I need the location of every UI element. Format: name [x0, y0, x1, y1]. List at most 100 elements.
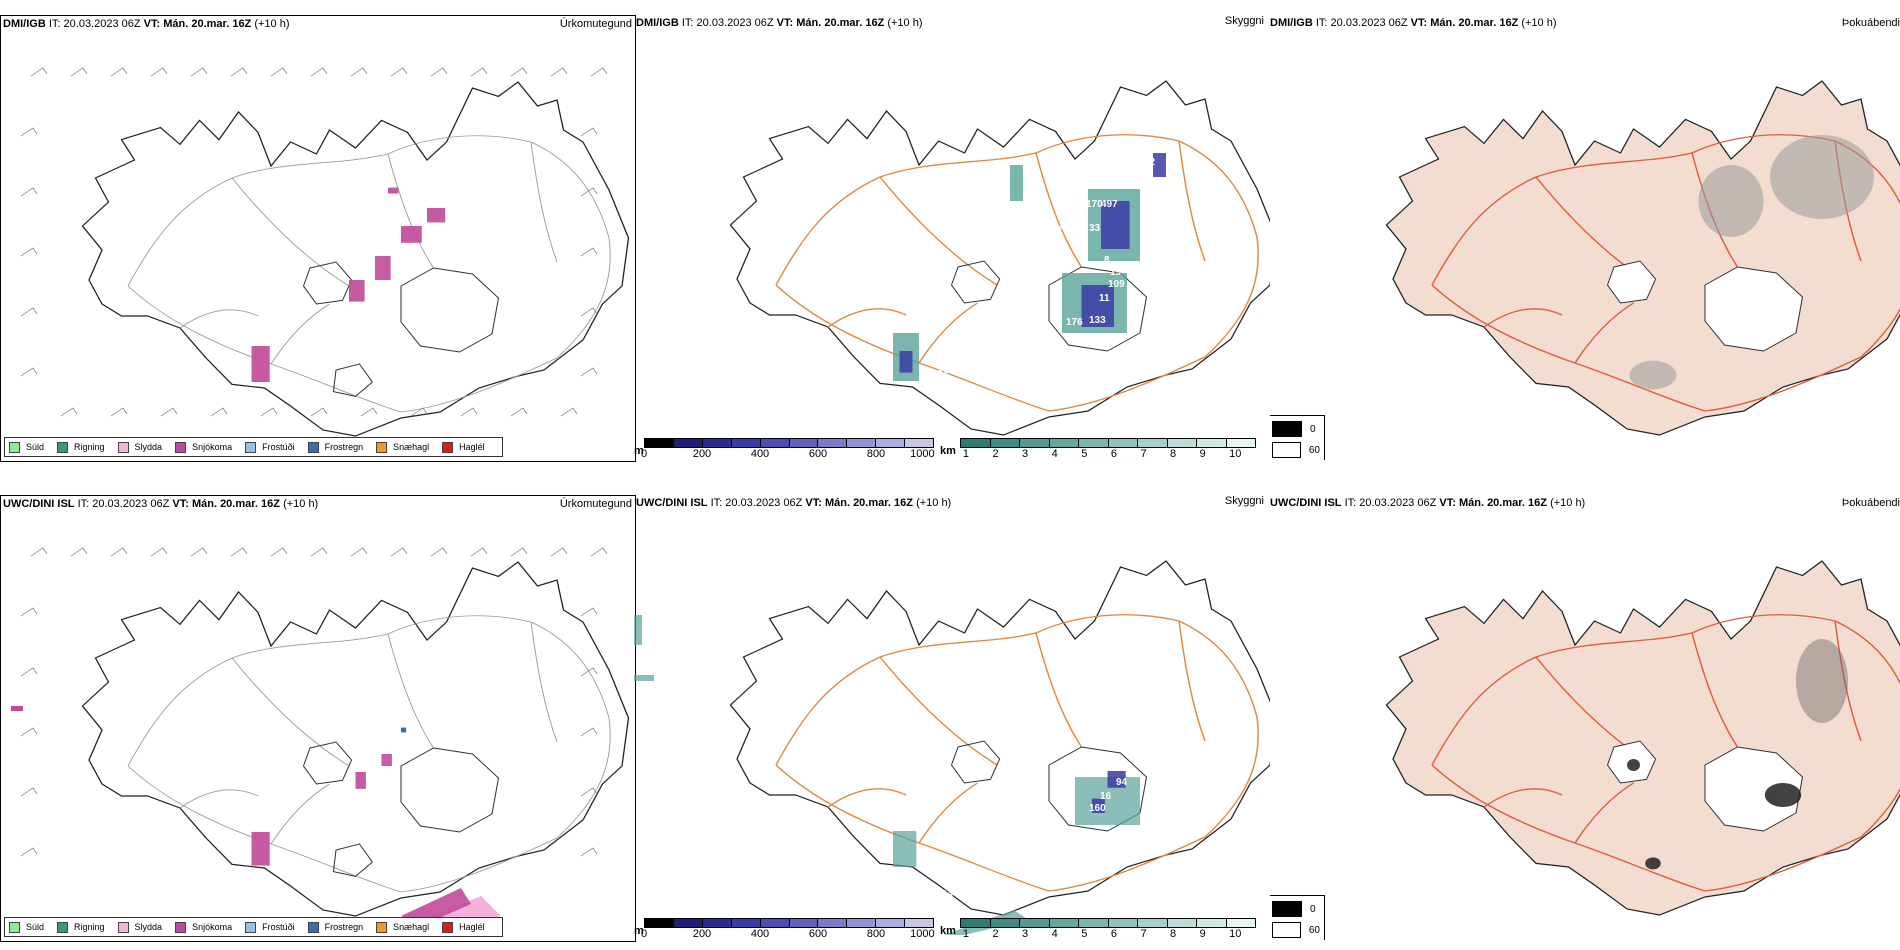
cbar-seg	[673, 439, 703, 447]
svg-text:33: 33	[1089, 223, 1101, 234]
cbar-seg	[645, 919, 674, 927]
cbar-seg	[731, 919, 761, 927]
svg-text:19: 19	[1110, 267, 1122, 278]
it-value: 20.03.2023 06Z	[1359, 497, 1437, 509]
fog-title-top: Þokuábendi	[1841, 17, 1900, 29]
visibility-title-bottom: Skyggni	[1224, 495, 1264, 507]
cbar-seg	[847, 919, 877, 927]
cbar-seg	[645, 439, 674, 447]
wind-barbs	[20, 67, 608, 417]
fog-map-bottom	[1385, 560, 1900, 916]
cbar-seg	[990, 439, 1020, 447]
legend-item: Slydda	[117, 921, 162, 933]
lead-time: (+10 h)	[887, 17, 923, 29]
vt-label: VT:	[172, 498, 189, 510]
cbar-seg	[905, 919, 934, 927]
it-value: 20.03.2023 06Z	[696, 17, 774, 29]
precip-panel-bottom: UWC/DINI ISL IT: 20.03.2023 06Z VT: Mán.…	[0, 495, 636, 942]
cbar-seg	[990, 919, 1020, 927]
precip-header-bottom: UWC/DINI ISL IT: 20.03.2023 06Z VT: Mán.…	[3, 498, 318, 510]
cbar-seg	[1049, 919, 1079, 927]
vt-label: VT:	[143, 18, 161, 30]
svg-text:13: 13	[938, 395, 950, 406]
fog-map-top	[1385, 80, 1900, 436]
vt-value: Mán. 20.mar. 16Z	[1430, 17, 1519, 29]
model-name: DMI/IGB	[1270, 17, 1313, 29]
model-name: DMI/IGB	[636, 17, 679, 29]
legend-item: Frostúði	[245, 921, 295, 933]
visibility-value-labels: 94 16 160 161 304	[936, 777, 1128, 900]
legend-item: Snjókoma	[175, 441, 232, 453]
svg-text:122: 122	[1064, 347, 1081, 358]
legend-item: Frostúði	[245, 441, 295, 453]
cbar-seg	[905, 439, 934, 447]
fog-panel-top: DMI/IGB IT: 20.03.2023 06Z VT: Mán. 20.m…	[1270, 15, 1900, 460]
svg-text:109: 109	[1108, 279, 1125, 290]
model-name: UWC/DINI ISL	[1270, 497, 1342, 509]
svg-text:497: 497	[1101, 199, 1118, 210]
colorbar-m-bar	[644, 918, 934, 928]
fog-panel-bottom: UWC/DINI ISL IT: 20.03.2023 06Z VT: Mán.…	[1270, 495, 1900, 940]
cbar-seg	[1197, 439, 1227, 447]
vt-value: Mán. 20.mar. 16Z	[796, 17, 885, 29]
lead-time: (+10 h)	[1550, 497, 1586, 509]
lead-time: (+10 h)	[1521, 17, 1557, 29]
it-label: IT:	[77, 498, 90, 510]
svg-text:94: 94	[937, 369, 949, 380]
visibility-header-bottom: UWC/DINI ISL IT: 20.03.2023 06Z VT: Mán.…	[636, 497, 951, 509]
svg-text:170: 170	[1086, 199, 1103, 210]
precip-panel-top: DMI/IGB IT: 20.03.2023 06Z VT: Mán. 20.m…	[0, 15, 636, 462]
model-name: DMI/IGB	[3, 18, 46, 30]
lead-time: (+10 h)	[916, 497, 952, 509]
precip-title-bottom: Úrkomutegund	[559, 498, 632, 510]
visibility-value-labels: 24 248 288 170 497 171 132 33 8 19 109 1…	[937, 145, 1156, 406]
svg-text:161: 161	[1064, 837, 1081, 848]
legend-item: Rigning	[57, 441, 105, 453]
it-label: IT:	[1344, 497, 1357, 509]
colorbar-km-bottom: 1 2 3 4 5 6 7 8 9 10	[960, 918, 1256, 940]
colorbar-km-unit-bottom: km	[940, 925, 956, 937]
colorbar-km-bar	[960, 918, 1256, 928]
svg-text:288: 288	[1064, 199, 1081, 210]
cbar-seg	[760, 919, 790, 927]
fog-title-bottom: Þokuábendi	[1841, 497, 1900, 509]
cbar-seg	[1079, 439, 1109, 447]
svg-text:171: 171	[1052, 225, 1069, 236]
precip-map-top	[20, 67, 630, 437]
vt-label: VT:	[1439, 497, 1456, 509]
it-label: IT:	[681, 17, 694, 29]
model-name: UWC/DINI ISL	[3, 498, 75, 510]
cbar-seg	[1020, 439, 1050, 447]
precip-legend-top: Súld Rigning Slydda Snjókoma Frostúði Fr…	[4, 437, 503, 457]
visibility-panel-top: DMI/IGB IT: 20.03.2023 06Z VT: Mán. 20.m…	[634, 15, 1270, 460]
legend-item: Frostregn	[307, 441, 363, 453]
cbar-seg	[1226, 919, 1255, 927]
colorbar-m-bar	[644, 438, 934, 448]
svg-text:133: 133	[1089, 315, 1106, 326]
cbar-seg	[1079, 919, 1109, 927]
svg-text:176: 176	[1066, 317, 1083, 328]
svg-text:22: 22	[1144, 157, 1156, 168]
colorbar-km-top: 1 2 3 4 5 6 7 8 9 10	[960, 438, 1256, 460]
precip-map-bottom	[11, 547, 630, 936]
svg-text:132: 132	[1042, 249, 1059, 260]
legend-item: Snæhagl	[376, 921, 429, 933]
cbar-seg	[1167, 919, 1197, 927]
lead-time: (+10 h)	[254, 18, 290, 30]
cbar-seg	[818, 919, 848, 927]
cbar-seg	[702, 919, 732, 927]
legend-item: Slydda	[117, 441, 162, 453]
legend-item: Snæhagl	[376, 441, 429, 453]
legend-item: Rigning	[57, 921, 105, 933]
cbar-seg	[789, 439, 819, 447]
cbar-seg	[1226, 439, 1255, 447]
visibility-panel-bottom: UWC/DINI ISL IT: 20.03.2023 06Z VT: Mán.…	[634, 495, 1270, 940]
vt-value: Mán. 20.mar. 16Z	[824, 497, 913, 509]
cbar-seg	[1197, 919, 1227, 927]
visibility-title-top: Skyggni	[1224, 15, 1264, 27]
colorbar-m-top: 0 200 400 600 800 1000	[641, 438, 935, 460]
fog-legend-top: 0 60	[1270, 415, 1325, 460]
svg-text:8: 8	[1104, 255, 1110, 266]
svg-text:11: 11	[1099, 293, 1110, 304]
vt-label: VT:	[1410, 17, 1428, 29]
